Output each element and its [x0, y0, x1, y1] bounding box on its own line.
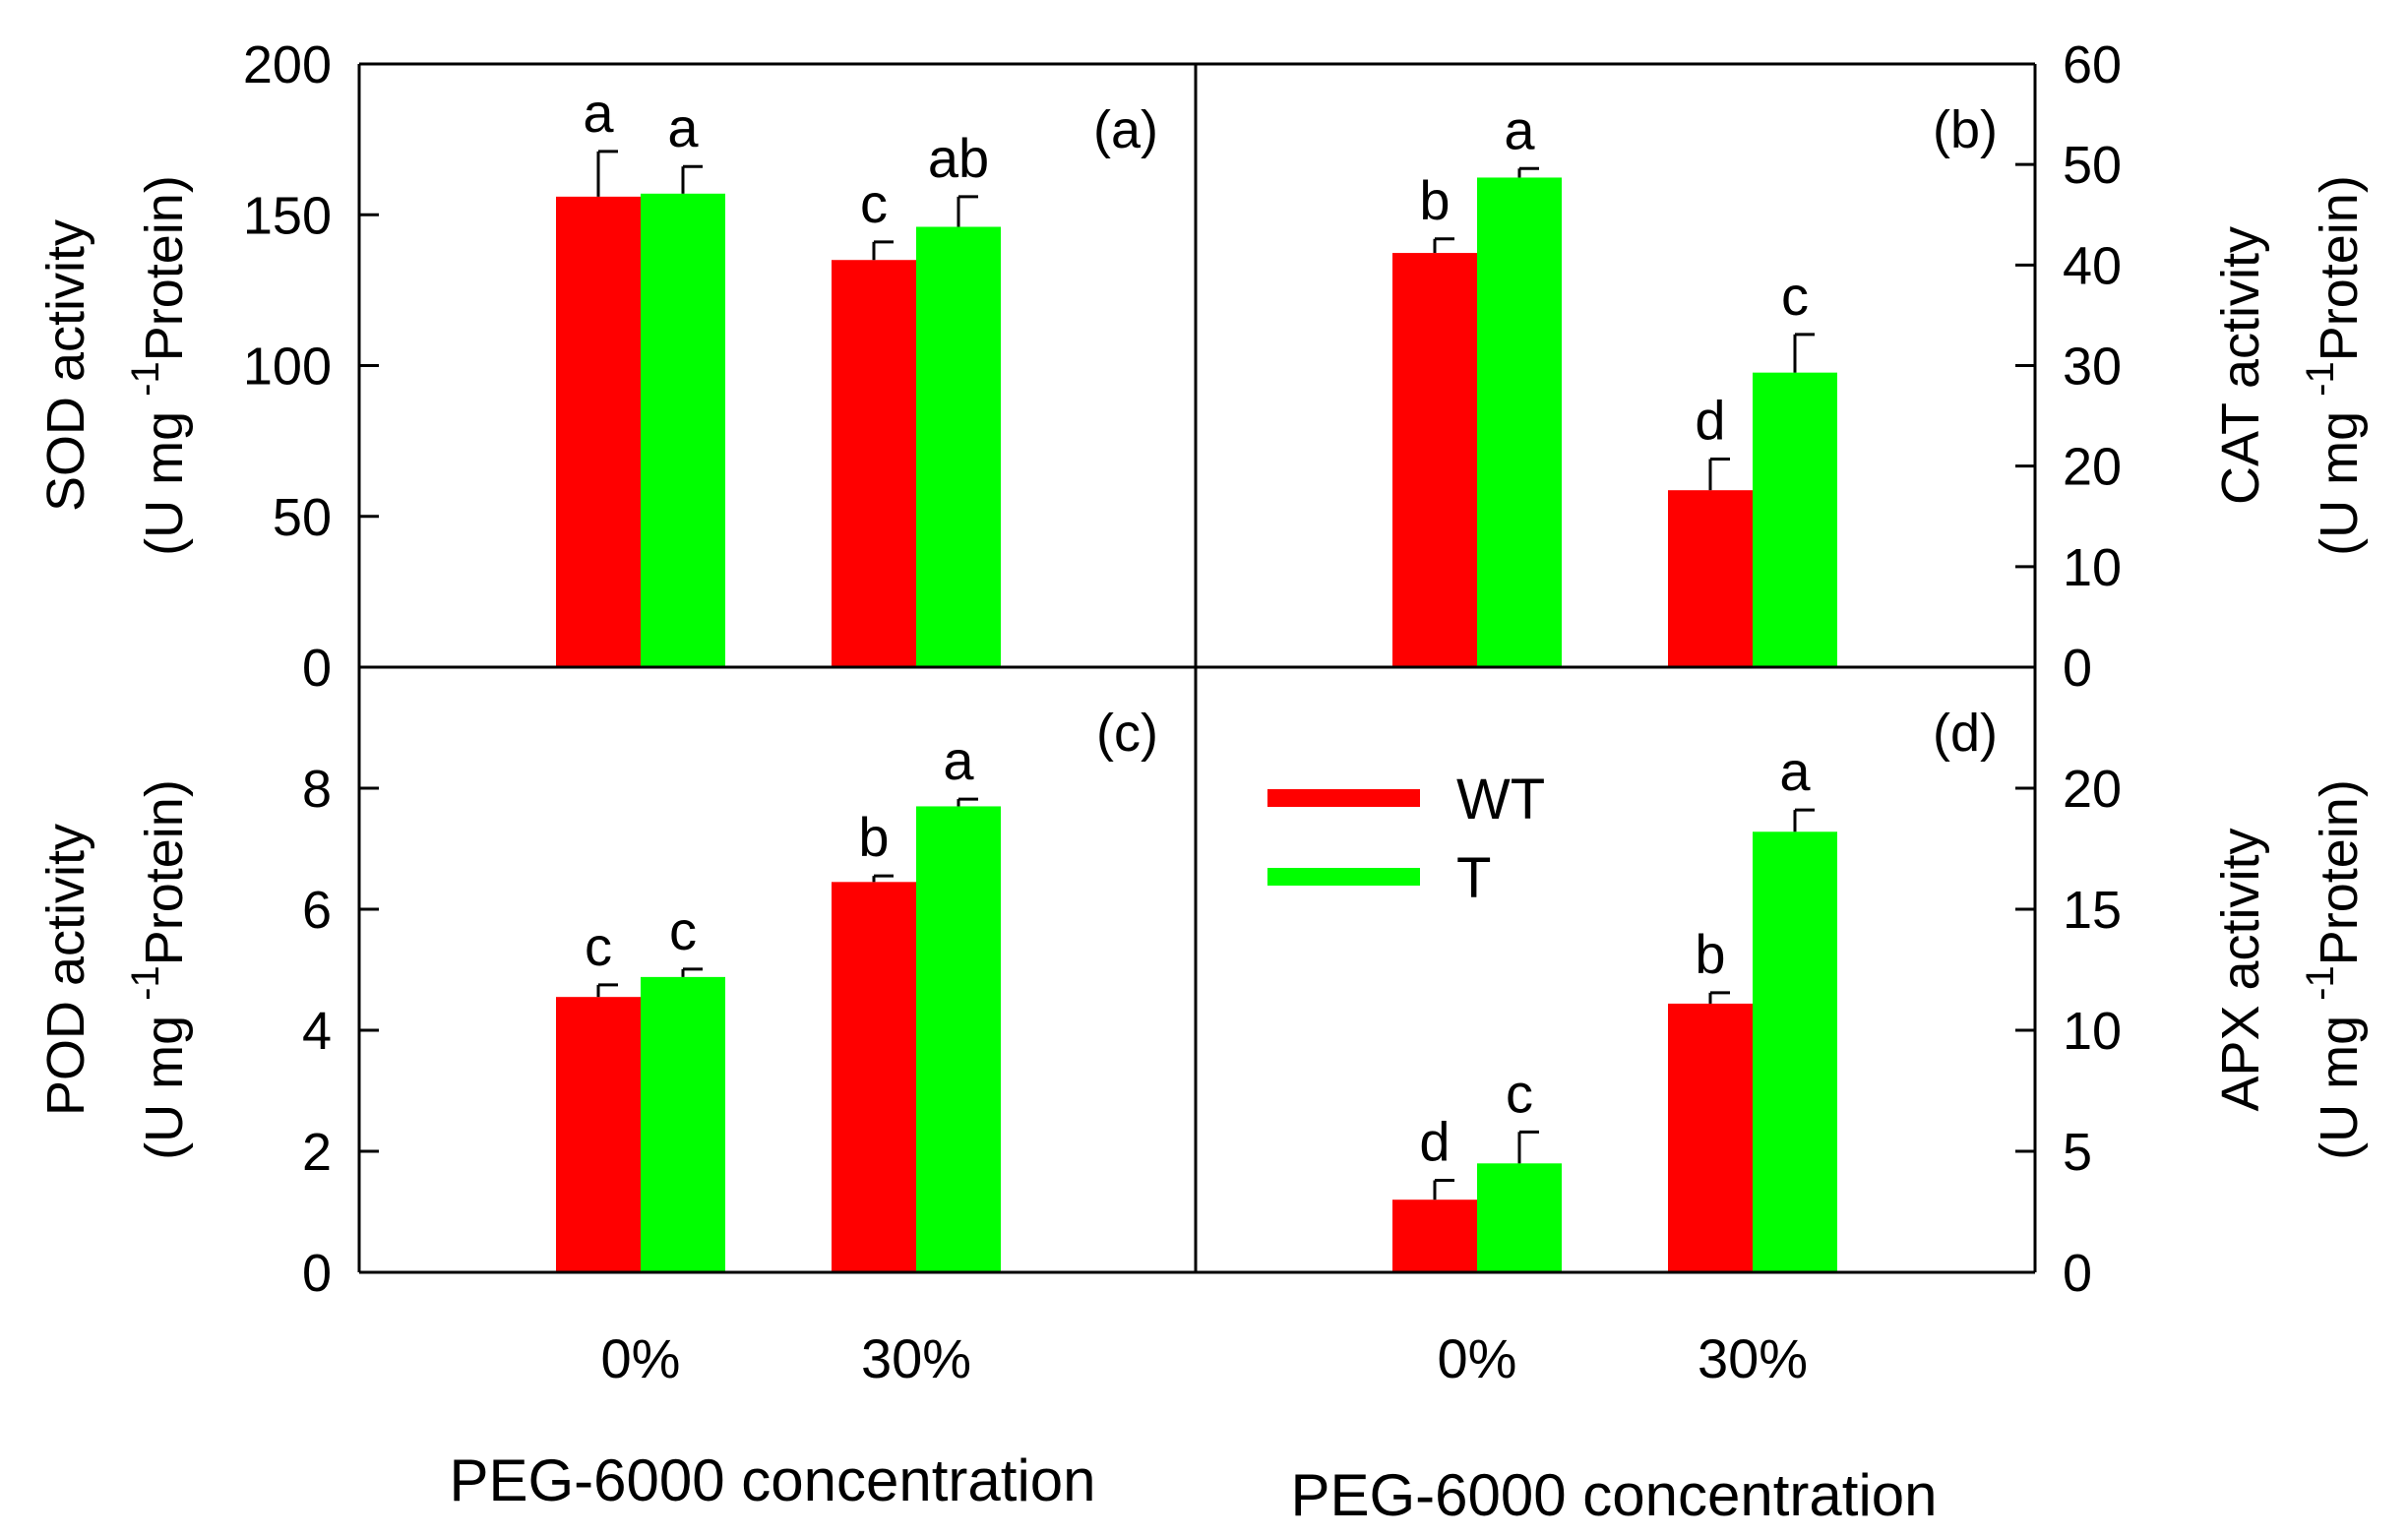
bar-wt-0pct	[556, 196, 641, 668]
significance-label: a	[583, 82, 614, 144]
significance-label: a	[943, 729, 974, 791]
bar-wt-30pct	[1668, 1003, 1753, 1272]
panel-tag: (d)	[1933, 704, 1998, 763]
y-axis-unit: (U mg -1Protein)	[124, 779, 194, 1160]
y-tick-label: 50	[273, 488, 332, 547]
y-tick-label: 4	[302, 1002, 332, 1061]
bar-t-0pct	[1477, 177, 1562, 667]
legend-label-t: T	[1456, 846, 1491, 910]
significance-label: a	[1779, 740, 1811, 802]
legend-swatch-wt	[1267, 789, 1420, 807]
panel-c: c c ba 0 2 4 6 8 (c) POD activity (U mg -1Protein)	[36, 704, 1158, 1303]
y-axis-title: APX activity	[2211, 828, 2270, 1111]
y-tick-label: 0	[2063, 1244, 2092, 1303]
bar-wt-0pct	[1392, 1200, 1477, 1272]
bar-wt-0pct	[556, 997, 641, 1272]
significance-label: b	[1695, 923, 1725, 985]
plot-frame	[357, 62, 2037, 1274]
significance-label: d	[1695, 390, 1725, 452]
significance-label: a	[667, 96, 699, 158]
significance-label: ab	[928, 127, 989, 189]
y-tick-label: 15	[2063, 881, 2122, 940]
panel-a: a a cab 0 50 100 150 200 (a) SOD activity (U mg -1…	[36, 35, 1158, 698]
y-tick-label: 30	[2063, 338, 2122, 397]
bar-t-0pct	[1477, 1163, 1562, 1272]
y-tick-label: 50	[2063, 136, 2122, 195]
y-tick-label: 10	[2063, 1002, 2122, 1061]
panel-tag: (c)	[1096, 704, 1158, 763]
bar-wt-30pct	[1668, 490, 1753, 667]
y-tick-label: 100	[243, 338, 332, 397]
legend: WT T	[1267, 768, 1545, 910]
y-tick-label: 8	[302, 760, 332, 819]
x-axis-title-right: PEG-6000 concentration	[1290, 1462, 1937, 1528]
panel-tag: (b)	[1933, 100, 1998, 159]
bar-t-30pct	[1753, 372, 1837, 667]
y-tick-label: 20	[2063, 760, 2122, 819]
y-tick-label: 20	[2063, 438, 2122, 497]
y-tick-label: 200	[243, 35, 332, 94]
y-tick-label: 5	[2063, 1123, 2092, 1182]
y-tick-label: 0	[302, 1244, 332, 1303]
panel-tag: (a)	[1093, 100, 1158, 159]
bar-t-30pct	[916, 806, 1001, 1272]
legend-label-wt: WT	[1456, 768, 1545, 831]
y-axis-title: SOD activity	[36, 219, 95, 512]
significance-label: c	[585, 915, 612, 977]
significance-label: a	[1504, 98, 1535, 160]
bar-t-30pct	[1753, 831, 1837, 1272]
y-tick-label: 0	[302, 639, 332, 698]
bar-t-0pct	[641, 193, 725, 668]
panel-d: dc b a 0 5 10 15 20 (d) APX activity (U mg -1Prote…	[1392, 704, 2369, 1303]
bar-t-0pct	[641, 976, 725, 1272]
y-tick-label: 2	[302, 1123, 332, 1182]
y-tick-label: 150	[243, 186, 332, 245]
y-axis-unit: (U mg -1Protein)	[2299, 779, 2369, 1160]
bar-wt-30pct	[832, 260, 916, 667]
x-tick-label: 30%	[861, 1327, 971, 1389]
y-axis-title: CAT activity	[2211, 226, 2270, 505]
significance-label: c	[1506, 1062, 1533, 1124]
y-tick-label: 0	[2063, 639, 2092, 698]
y-tick-label: 6	[302, 881, 332, 940]
y-axis-unit: (U mg -1Protein)	[2299, 175, 2369, 556]
significance-label: c	[860, 172, 888, 234]
y-tick-label: 10	[2063, 538, 2122, 597]
bar-wt-30pct	[832, 882, 916, 1272]
x-axis-title-left: PEG-6000 concentration	[449, 1447, 1095, 1513]
y-axis-title: POD activity	[36, 824, 95, 1116]
x-tick-label: 0%	[601, 1327, 681, 1389]
bar-t-30pct	[916, 226, 1001, 667]
significance-label: b	[1419, 169, 1450, 231]
panel-b: ba d c 0 10 20 30 40 50 60 (b) CAT activity (U mg -1…	[1392, 35, 2369, 698]
y-tick-label: 40	[2063, 236, 2122, 295]
y-tick-label: 60	[2063, 35, 2122, 94]
y-axis-unit: (U mg -1Protein)	[124, 175, 194, 556]
significance-label: d	[1419, 1111, 1450, 1173]
x-tick-label: 0%	[1438, 1327, 1517, 1389]
x-tick-label: 30%	[1698, 1327, 1808, 1389]
significance-label: b	[858, 806, 889, 868]
significance-label: c	[669, 899, 697, 961]
bar-wt-0pct	[1392, 253, 1477, 667]
significance-label: c	[1781, 265, 1809, 327]
legend-swatch-t	[1267, 868, 1420, 886]
